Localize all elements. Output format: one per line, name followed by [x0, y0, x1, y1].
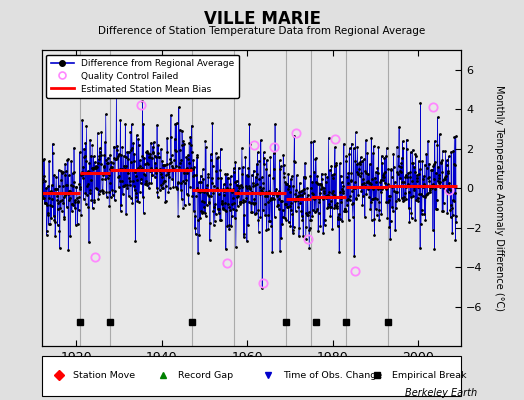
Text: Time of Obs. Change: Time of Obs. Change — [283, 371, 382, 380]
Text: Empirical Break: Empirical Break — [392, 371, 466, 380]
Text: Station Move: Station Move — [73, 371, 136, 380]
FancyBboxPatch shape — [42, 356, 461, 396]
Legend: Difference from Regional Average, Quality Control Failed, Estimated Station Mean: Difference from Regional Average, Qualit… — [47, 54, 238, 98]
Y-axis label: Monthly Temperature Anomaly Difference (°C): Monthly Temperature Anomaly Difference (… — [494, 85, 504, 311]
Text: Difference of Station Temperature Data from Regional Average: Difference of Station Temperature Data f… — [99, 26, 425, 36]
Text: Berkeley Earth: Berkeley Earth — [405, 388, 477, 398]
Text: VILLE MARIE: VILLE MARIE — [203, 10, 321, 28]
Text: Record Gap: Record Gap — [178, 371, 233, 380]
